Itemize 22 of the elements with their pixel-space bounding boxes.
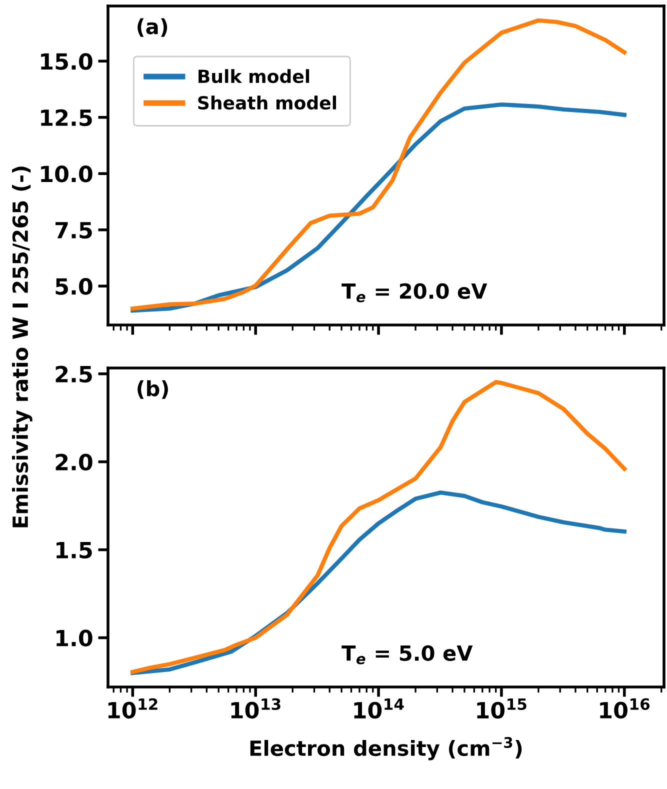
annotation: T$_{e}$ = 5.0 eV [342, 645, 473, 664]
annotation: (b) [138, 380, 168, 399]
x-tick-label: 10$^{15}$ [477, 698, 526, 719]
annotation: (a) [138, 18, 168, 37]
y-tick-label: 7.5 [56, 222, 92, 239]
x-tick-label: 10$^{14}$ [354, 698, 404, 719]
legend-label: Bulk model [198, 69, 310, 84]
y-tick-label: 2.5 [56, 366, 92, 383]
annotation: T$_{e}$ = 20.0 eV [342, 283, 488, 302]
legend-label: Sheath model [198, 96, 336, 110]
x-axis-title: Electron density (cm$^{−3}$) [250, 736, 522, 760]
y-axis-title: Emissivity ratio W I 255/265 (-) [12, 166, 32, 528]
y-tick-label: 2.0 [56, 454, 92, 471]
y-tick-label: 1.0 [56, 630, 92, 646]
x-tick-label: 10$^{12}$ [108, 698, 158, 719]
x-tick-label: 10$^{13}$ [231, 698, 280, 719]
y-tick-label: 15.0 [41, 53, 92, 70]
x-tick-label: 10$^{16}$ [600, 698, 650, 719]
y-tick-label: 5.0 [56, 278, 92, 295]
y-tick-label: 10.0 [41, 166, 92, 182]
y-tick-label: 12.5 [41, 109, 92, 126]
y-tick-label: 1.5 [56, 542, 92, 559]
